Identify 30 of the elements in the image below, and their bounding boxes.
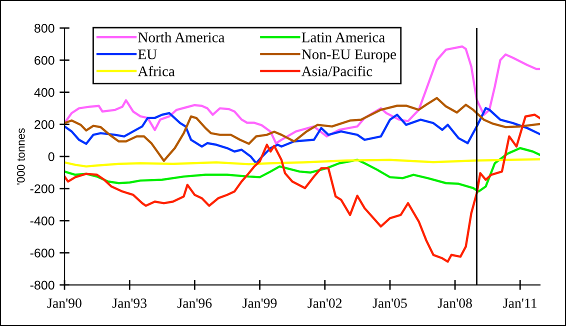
y-tick-label: -800 <box>30 280 54 290</box>
line-series <box>64 147 540 193</box>
line-series <box>64 114 540 263</box>
x-tick-label: Jan'90 <box>47 298 82 308</box>
legend-label: EU <box>138 50 157 60</box>
x-tick-label: Jan'08 <box>438 298 472 308</box>
y-axis-title: '000 tonnes <box>16 128 25 184</box>
y-tick-label: -400 <box>30 216 54 226</box>
legend-label: Africa <box>138 66 175 76</box>
y-tick-label: 200 <box>34 120 54 130</box>
x-tick-label: Jan'93 <box>112 298 147 308</box>
y-tick-label: -200 <box>30 184 54 194</box>
legend-label: Asia/Pacific <box>301 66 372 76</box>
y-tick-label: 0 <box>48 152 54 162</box>
line-series <box>64 158 540 168</box>
y-tick-label: 800 <box>34 24 54 33</box>
line-series <box>64 107 540 164</box>
x-tick-label: Jan'11 <box>503 298 536 308</box>
x-tick-label: Jan'02 <box>308 298 342 308</box>
legend-label: Latin America <box>302 32 385 42</box>
y-tick-label: 400 <box>34 88 54 97</box>
line-series <box>64 96 540 162</box>
legend-label: Non-EU Europe <box>302 50 396 62</box>
x-tick-label: Jan'05 <box>372 298 407 308</box>
x-tick-label: Jan'99 <box>242 298 277 308</box>
line-series <box>64 45 540 144</box>
x-tick-label: Jan'96 <box>178 298 212 308</box>
y-tick-label: -600 <box>30 248 54 258</box>
y-tick-label: 600 <box>34 56 54 65</box>
legend-label: North America <box>138 32 225 42</box>
